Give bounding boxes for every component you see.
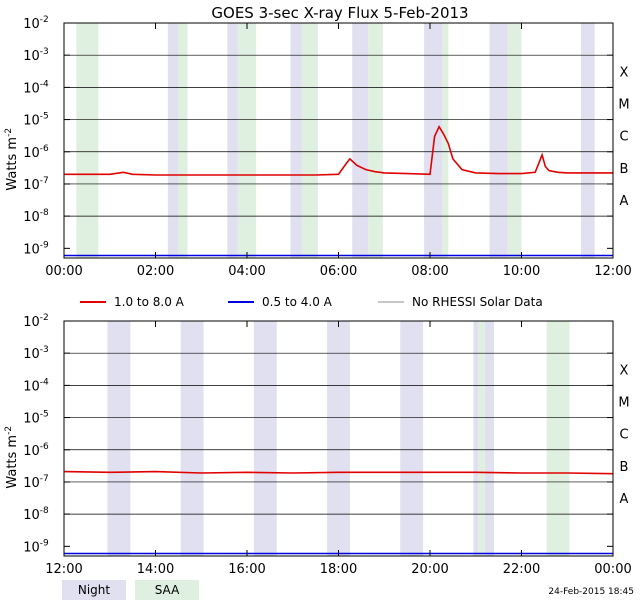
x-tick-label: 16:00 <box>228 562 265 577</box>
night-band <box>352 23 369 258</box>
saa-band <box>178 23 188 258</box>
y-tick-label: 10-7 <box>23 176 49 193</box>
y-tick-label: 10-2 <box>23 313 49 330</box>
flare-class-label: M <box>618 395 629 410</box>
y-tick-label: 10-9 <box>23 240 49 257</box>
x-tick-label: 08:00 <box>411 264 448 279</box>
saa-band <box>368 23 383 258</box>
legend-label: No RHESSI Solar Data <box>412 295 543 309</box>
x-tick-label: 14:00 <box>137 562 174 577</box>
chart-title: GOES 3-sec X-ray Flux 5-Feb-2013 <box>211 4 468 22</box>
x-tick-label: 02:00 <box>137 264 174 279</box>
x-tick-label: 20:00 <box>411 562 448 577</box>
y-tick-label: 10-5 <box>23 410 49 427</box>
x-tick-label: 04:00 <box>228 264 265 279</box>
y-tick-label: 10-5 <box>23 112 49 129</box>
series-long-wavelength <box>63 470 614 475</box>
shade-legend-swatch <box>62 580 126 600</box>
y-tick-label: 10-9 <box>23 538 49 555</box>
shade-legend-swatch <box>135 580 199 600</box>
y-tick-label: 10-3 <box>23 47 49 64</box>
x-tick-label: 18:00 <box>320 562 357 577</box>
footer-timestamp: 24-Feb-2015 18:45 <box>548 587 634 597</box>
night-band <box>473 321 479 556</box>
y-tick-label: 10-4 <box>23 377 49 394</box>
x-tick-label: 22:00 <box>503 562 540 577</box>
x-tick-label: 10:00 <box>503 264 540 279</box>
night-band <box>227 23 238 258</box>
flare-class-label: C <box>619 130 628 145</box>
x-tick-label: 12:00 <box>594 264 631 279</box>
panel-bottom: 10-2 10-3 10-4 10-5 10-6 10-7 10-8 10-9 X M C B A Wat… <box>4 313 632 577</box>
night-band <box>424 23 443 258</box>
y-tick-label: 10-6 <box>23 442 49 459</box>
plot-frame <box>63 22 614 259</box>
legend-label: 0.5 to 4.0 A <box>262 295 333 309</box>
x-tick-label: 06:00 <box>320 264 357 279</box>
y-tick-label: 10-8 <box>23 506 49 523</box>
night-band <box>180 321 204 556</box>
y-tick-label: 10-7 <box>23 474 49 491</box>
saa-band <box>507 23 522 258</box>
night-band <box>253 321 277 556</box>
saa-band <box>76 23 99 258</box>
night-band <box>290 23 302 258</box>
x-tick-label: 00:00 <box>45 264 82 279</box>
y-tick-label: 10-8 <box>23 208 49 225</box>
flare-class-label: B <box>620 162 629 177</box>
night-band <box>489 23 508 258</box>
x-tick-label: 00:00 <box>594 562 631 577</box>
flare-class-label: X <box>620 65 629 80</box>
y-axis-label: Watts m-2 <box>4 426 20 489</box>
saa-band <box>301 23 318 258</box>
night-band <box>167 23 179 258</box>
flare-class-label: X <box>620 363 629 378</box>
panel-top: 10-2 10-3 10-4 10-5 10-6 10-7 10-8 10-9 X M C B A Wat… <box>4 15 632 279</box>
y-axis-label: Watts m-2 <box>4 128 20 191</box>
saa-band <box>478 321 485 556</box>
flare-class-label: M <box>618 97 629 112</box>
legend: 1.0 to 8.0 A 0.5 to 4.0 A No RHESSI Solar … <box>80 295 543 309</box>
flare-class-label: A <box>620 492 629 507</box>
night-band <box>327 321 350 556</box>
shade-legend-label: Night <box>78 583 111 597</box>
saa-band <box>546 321 570 556</box>
night-band <box>580 23 595 258</box>
y-tick-label: 10-3 <box>23 345 49 362</box>
saa-band <box>442 23 449 258</box>
shade-legend: Night SAA <box>62 580 199 600</box>
night-band <box>484 321 495 556</box>
y-tick-label: 10-2 <box>23 15 49 32</box>
saa-band <box>237 23 257 258</box>
flare-class-label: C <box>619 428 628 443</box>
series-long-wavelength <box>64 125 613 176</box>
flare-class-label: A <box>620 194 629 209</box>
x-tick-label: 12:00 <box>45 562 82 577</box>
legend-label: 1.0 to 8.0 A <box>114 295 185 309</box>
shade-legend-label: SAA <box>155 583 180 597</box>
y-tick-label: 10-4 <box>23 79 49 96</box>
flare-class-label: B <box>620 460 629 475</box>
y-tick-label: 10-6 <box>23 144 49 161</box>
night-band <box>107 321 131 556</box>
night-band <box>400 321 424 556</box>
